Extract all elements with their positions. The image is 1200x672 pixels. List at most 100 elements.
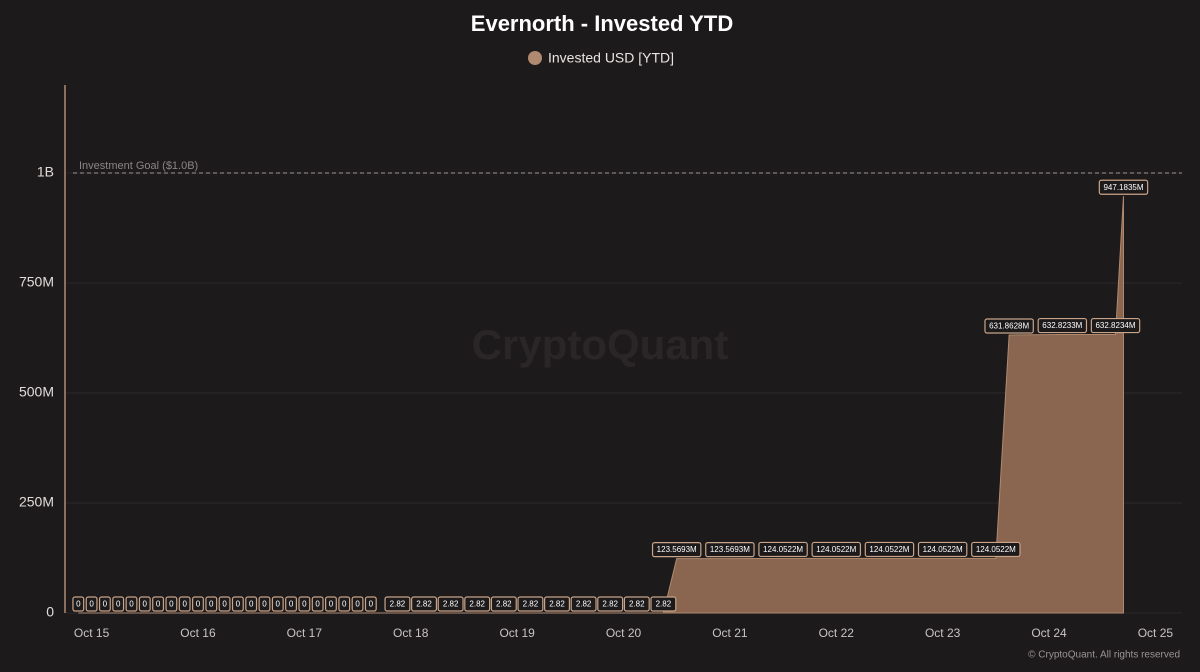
- data-label: 124.0522M: [763, 545, 803, 554]
- data-label: 0: [182, 600, 187, 609]
- data-label: 2.82: [656, 600, 672, 609]
- data-label-box: [351, 596, 364, 612]
- data-label: 2.82: [416, 600, 432, 609]
- data-label: 0: [262, 600, 267, 609]
- data-label-box: [364, 596, 377, 612]
- data-label: 2.82: [469, 600, 485, 609]
- data-label-box: [1037, 317, 1088, 334]
- data-label-box: [651, 542, 702, 558]
- chart-title: Evernorth - Invested YTD: [471, 11, 733, 36]
- data-label: 0: [129, 600, 134, 609]
- data-label: 2.82: [523, 600, 539, 609]
- data-label: 124.0522M: [816, 545, 856, 554]
- data-label-box: [517, 596, 544, 612]
- data-label-box: [544, 596, 571, 612]
- data-label: 0: [209, 600, 214, 609]
- data-label-box: [917, 541, 968, 558]
- data-label-box: [338, 596, 351, 612]
- data-label: 947.1835M: [1103, 183, 1143, 192]
- data-label-box: [125, 596, 138, 612]
- data-label: 0: [355, 600, 360, 609]
- data-label-box: [138, 596, 151, 612]
- data-label: 0: [169, 600, 174, 609]
- data-label: 0: [342, 600, 347, 609]
- data-label: 0: [276, 600, 281, 609]
- x-tick-label: Oct 22: [819, 626, 855, 640]
- data-label-box: [384, 596, 411, 612]
- data-label-box: [192, 596, 204, 612]
- legend-label[interactable]: Invested USD [YTD]: [548, 50, 674, 66]
- data-label-box: [597, 596, 624, 612]
- goal-label: Investment Goal ($1.0B): [79, 160, 198, 172]
- data-label: 0: [249, 600, 254, 609]
- data-label: 124.0522M: [869, 545, 909, 554]
- data-label: 632.8234M: [1095, 321, 1135, 330]
- area: [78, 196, 1124, 614]
- data-label: 0: [89, 600, 94, 609]
- data-label: 124.0522M: [976, 545, 1016, 554]
- data-label-box: [1098, 179, 1149, 195]
- data-label-box: [758, 541, 808, 558]
- data-label: 0: [116, 600, 121, 609]
- data-label: 0: [143, 600, 148, 609]
- x-tick-label: Oct 19: [499, 626, 535, 640]
- x-tick-label: Oct 21: [712, 626, 748, 640]
- x-tick-label: Oct 17: [287, 626, 323, 640]
- data-label-box: [165, 596, 178, 612]
- x-tick-label: Oct 24: [1031, 626, 1067, 640]
- data-label: 2.82: [496, 600, 512, 609]
- credit: © CryptoQuant. All rights reserved: [1028, 650, 1180, 661]
- x-tick-label: Oct 18: [393, 626, 429, 640]
- data-label: 0: [315, 600, 320, 609]
- data-label-box: [411, 596, 438, 612]
- y-tick-label: 250M: [19, 494, 54, 510]
- data-label-box: [325, 596, 337, 612]
- data-label: 2.82: [549, 600, 565, 609]
- data-label-box: [984, 318, 1034, 334]
- x-tick-label: Oct 15: [74, 626, 110, 640]
- data-label-box: [152, 596, 165, 612]
- data-label: 2.82: [443, 600, 459, 609]
- watermark: CryptoQuant: [472, 321, 729, 368]
- data-label: 0: [156, 600, 161, 609]
- data-label-box: [623, 596, 650, 612]
- data-label-box: [258, 596, 271, 612]
- y-tick-label: 750M: [19, 274, 54, 290]
- data-label: 2.82: [576, 600, 592, 609]
- data-label: 0: [329, 600, 334, 609]
- y-tick-label: 500M: [19, 384, 54, 400]
- data-label-box: [85, 596, 98, 612]
- data-label-box: [98, 596, 111, 612]
- data-label-box: [570, 596, 597, 612]
- x-tick-label: Oct 25: [1138, 626, 1174, 640]
- data-label: 123.5693M: [710, 545, 750, 554]
- data-label: 124.0522M: [923, 545, 963, 554]
- data-label-box: [112, 596, 125, 612]
- data-label-box: [72, 596, 85, 612]
- data-label-box: [285, 596, 298, 612]
- data-label: 2.82: [629, 600, 645, 609]
- x-tick-label: Oct 23: [925, 626, 961, 640]
- data-label-box: [864, 541, 915, 558]
- data-label: 632.8233M: [1042, 321, 1082, 330]
- data-label: 0: [369, 600, 374, 609]
- data-label: 0: [236, 600, 241, 609]
- data-label: 0: [289, 600, 294, 609]
- data-label-box: [464, 596, 491, 612]
- data-label-box: [650, 596, 677, 612]
- data-label-box: [231, 596, 244, 612]
- x-tick-label: Oct 20: [606, 626, 642, 640]
- data-label-box: [271, 596, 284, 612]
- y-tick-label: 0: [46, 604, 54, 620]
- x-tick-label: Oct 16: [180, 626, 216, 640]
- data-label-box: [437, 596, 464, 612]
- data-label: 0: [302, 600, 307, 609]
- data-label: 0: [196, 600, 201, 609]
- data-label: 2.82: [602, 600, 618, 609]
- data-label-box: [1090, 317, 1141, 334]
- data-label: 631.8628M: [989, 322, 1029, 331]
- data-label-box: [298, 596, 311, 612]
- data-label-box: [245, 596, 258, 612]
- data-label: 0: [103, 600, 108, 609]
